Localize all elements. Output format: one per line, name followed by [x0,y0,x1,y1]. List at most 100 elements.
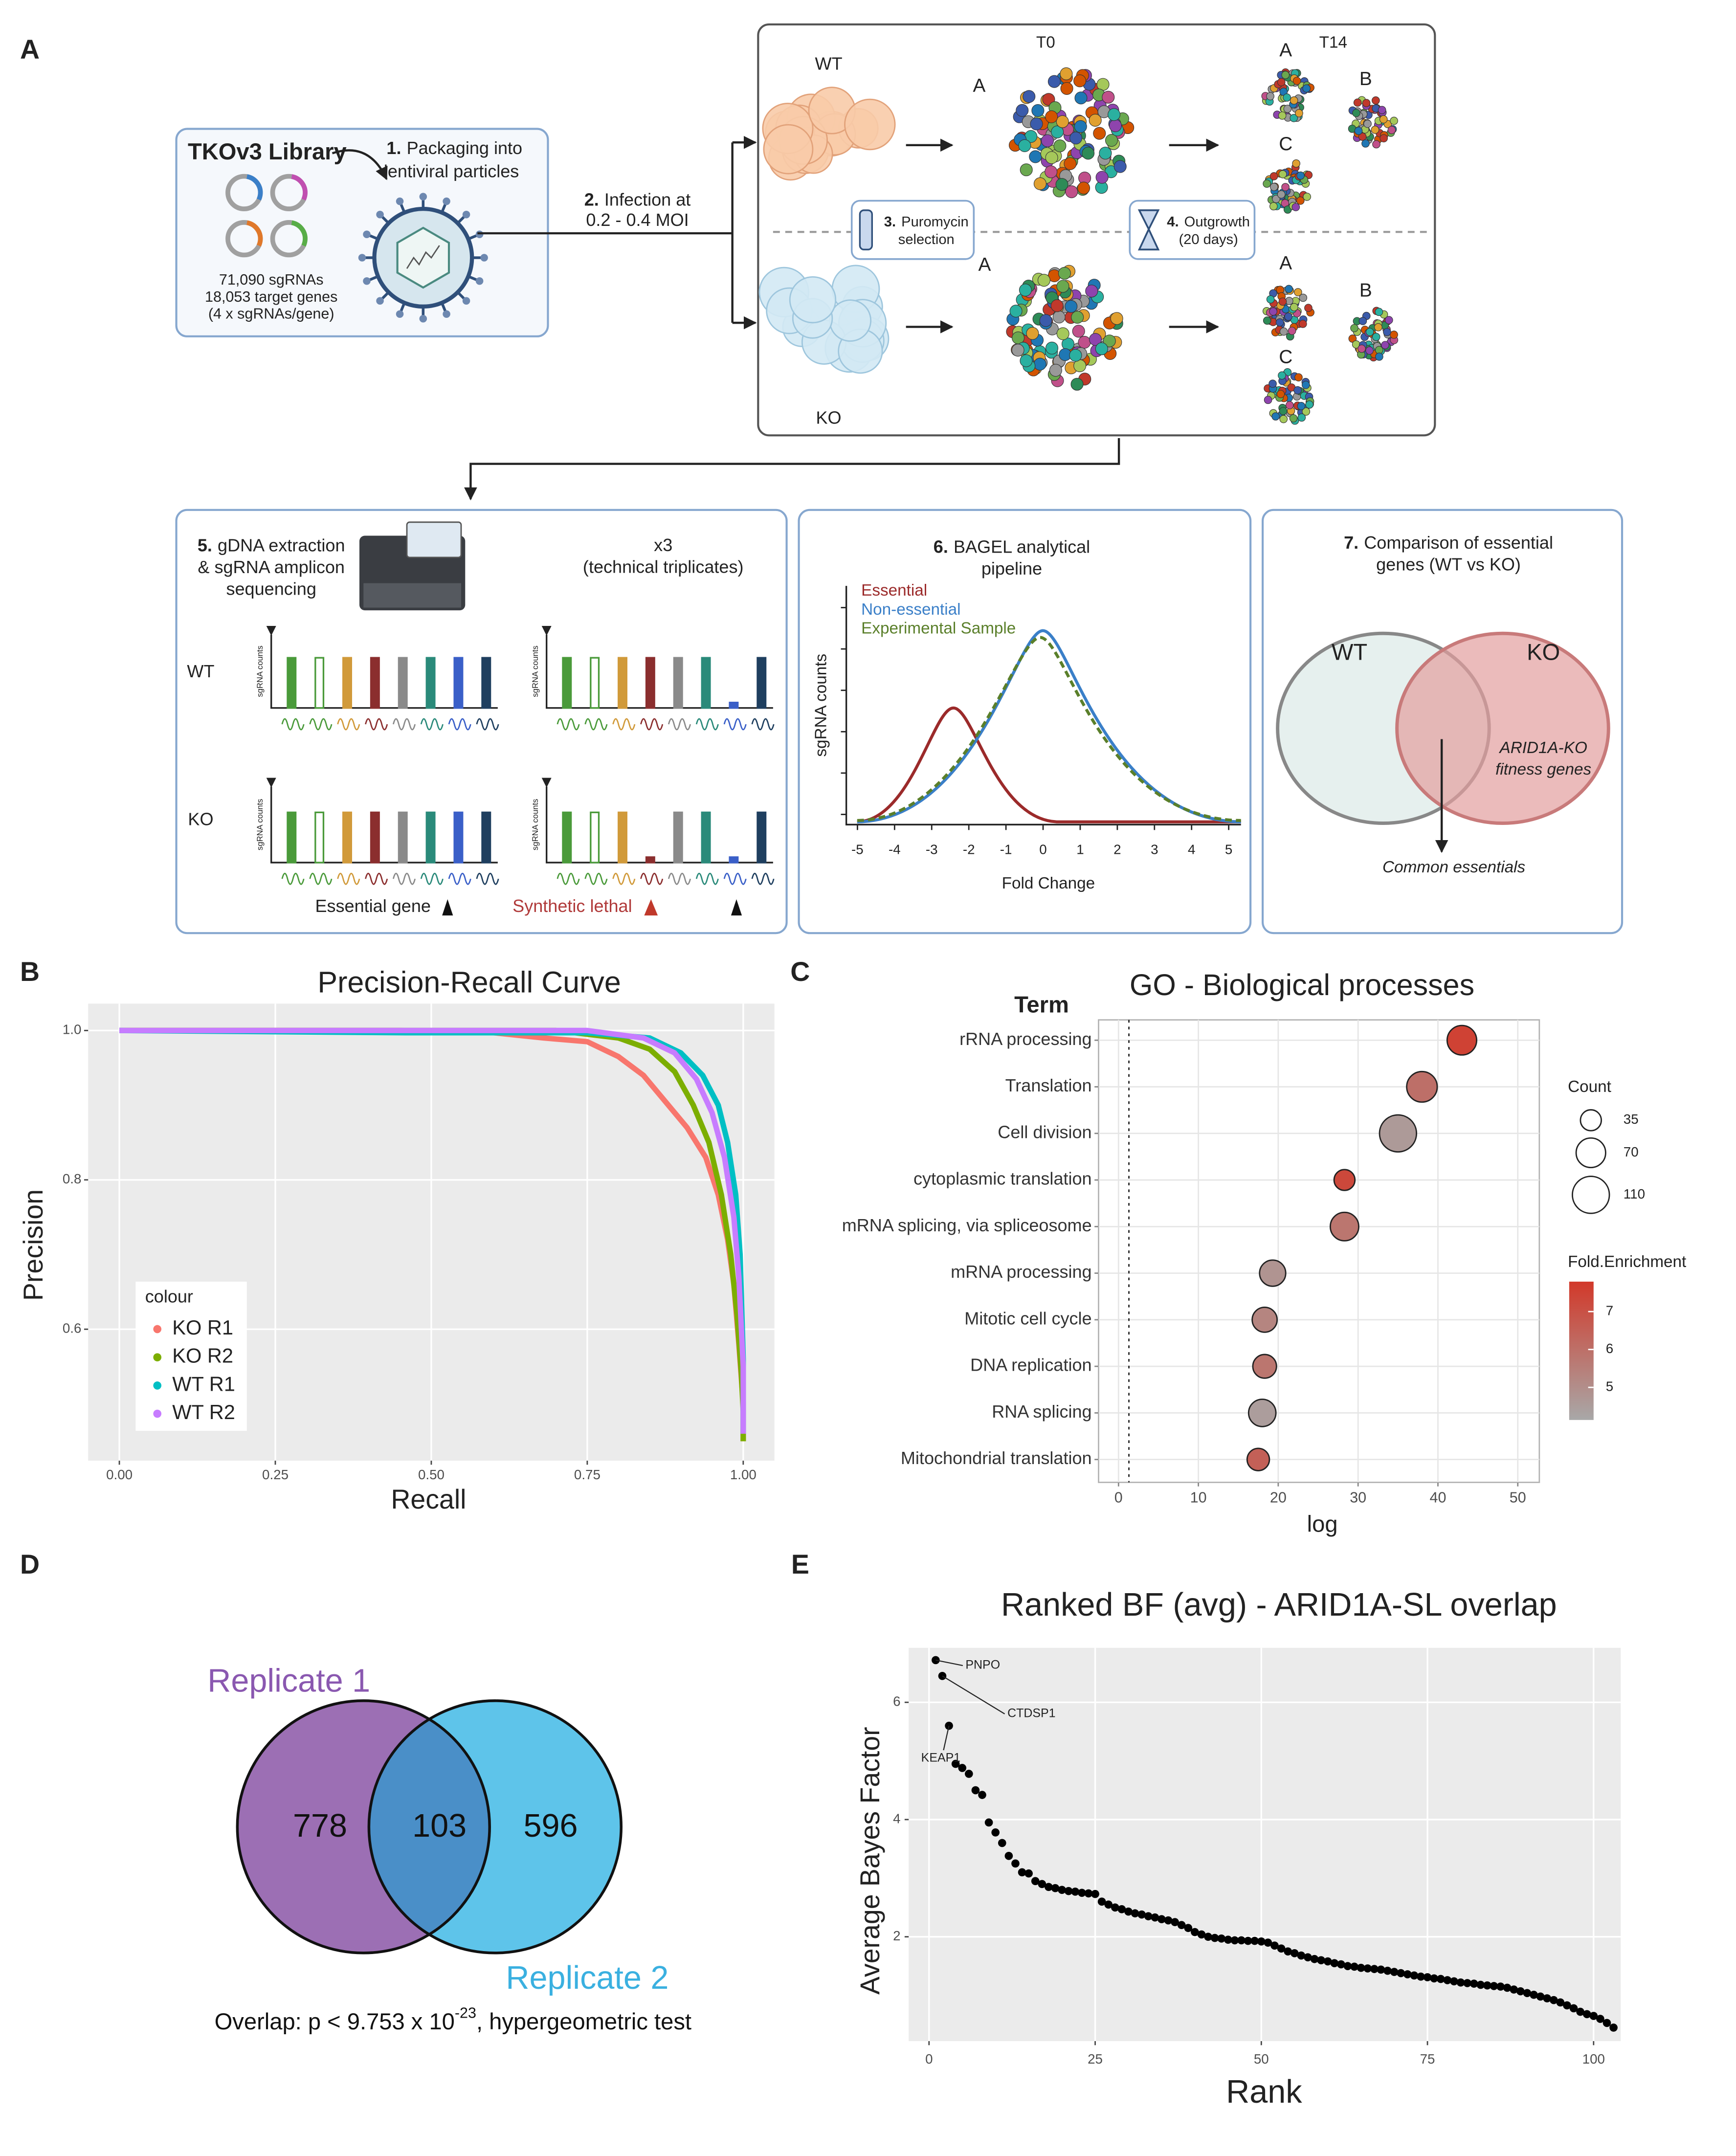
sgrna-dot [1302,407,1311,416]
count-bar [425,811,436,864]
sgrna-dot [1281,183,1290,191]
virus-spike-tip [363,230,371,238]
sgrna-dot [1289,414,1298,422]
go-dot [1259,1259,1287,1287]
plasmid-insert [270,174,308,211]
y-tick-label: 1.0 [63,1022,82,1037]
step-text: 6. BAGEL analytical [934,536,1090,556]
panel-label: A [20,34,40,65]
virus-spike-tip [443,197,450,205]
sgrna-squiggle [556,872,580,885]
term-label: Cell division [998,1122,1091,1142]
sgrna-dot [1056,280,1069,293]
sgrna-dot [1103,334,1116,348]
go-dot [1406,1070,1438,1103]
plasmid-insert [225,220,263,258]
sgrna-squiggle [420,718,444,731]
step-line: Puromycin [901,214,969,230]
step-number: 4. [1167,214,1179,230]
step-text: 2. Infection at [584,189,691,209]
step-number: 7. [1344,533,1358,553]
condition-label: WT [815,54,843,74]
bagel-tick-label: 1 [1076,842,1084,857]
step-line: genes (WT vs KO) [1376,554,1521,574]
sgrna-dot [1292,77,1301,85]
count-bar [729,702,739,709]
count-bar [618,811,627,864]
x-tick-label: 75 [1420,2051,1435,2067]
point [1024,1869,1033,1878]
point [1582,2010,1591,2019]
set-label: KO [1527,639,1560,665]
mini-axis [541,626,773,709]
term-label: mRNA splicing, via spliceosome [842,1215,1092,1235]
set-count: 778 [293,1808,347,1844]
point [1469,1979,1478,1988]
point [1490,1982,1498,1990]
sgrna-dot [1020,354,1033,367]
point [1297,1951,1306,1960]
step-text: 0.2 - 0.4 MOI [586,210,689,230]
step-text: 5. gDNA extraction [198,535,345,555]
sgrna-dot [1275,318,1284,327]
sgrna-dot [1363,119,1372,128]
step-text: lentiviral particles [384,161,519,181]
sgrna-squiggle [612,872,636,885]
x-tick-label: 30 [1350,1489,1366,1506]
sgrna-dot [1285,401,1294,409]
size-legend-label: 110 [1624,1186,1645,1201]
size-legend-label: 35 [1624,1111,1639,1127]
sgrna-dot [1082,147,1095,160]
curved-arrow [332,149,388,180]
count-bar [562,657,572,709]
step-text: genes (WT vs KO) [1376,554,1521,574]
x-tick-label: 1.00 [730,1467,757,1482]
sgrna-dot [1384,316,1393,324]
mini-y-label: sgRNA counts [531,799,540,850]
replicate-note: (technical triplicates) [583,557,744,577]
count-bar [481,811,491,864]
sgrna-squiggle [695,872,719,885]
sgrna-dot [1069,132,1083,145]
sgrna-dot [1281,71,1290,79]
set-outline [367,1699,623,1955]
term-label: Translation [1005,1075,1092,1095]
bagel-legend: Experimental Sample [861,620,1016,638]
legend-swatch [153,1381,162,1390]
sgrna-dot [1354,127,1363,135]
count-bar [287,811,297,864]
virus-spike-tip [396,310,404,318]
sgrna-dot [1277,78,1286,87]
step-text: 4. Outgrowth [1167,214,1250,230]
go-dot [1251,1306,1278,1333]
sgrna-dot [1072,325,1085,338]
count-bar [562,811,572,864]
count-bar [645,856,655,864]
sgrna-dot [1276,286,1285,294]
sgrna-dot [1065,300,1078,313]
point [1270,1941,1279,1950]
sgrna-dot [1110,312,1123,325]
point [1556,1998,1565,2007]
x-tick-label: 10 [1190,1489,1207,1506]
sgrna-dot [1011,344,1024,357]
point [1144,1912,1153,1921]
point [1277,1944,1286,1953]
colorbar-label: 7 [1606,1303,1613,1318]
library-info: 71,090 sgRNAs [219,271,324,288]
step-panel [798,509,1252,934]
sgrna-squiggle [476,718,499,731]
point [1177,1921,1186,1930]
go-dot [1379,1114,1418,1153]
step-line: Packaging into [407,138,522,158]
set-name: Replicate 1 [207,1663,370,1699]
library-info: (4 x sgRNAs/gene) [208,306,334,322]
count-bar [673,657,683,709]
sgrna-dot [1284,312,1292,321]
point [1304,1953,1312,1961]
x-tick-label: 50 [1254,2051,1269,2067]
mini-axis [266,626,498,709]
sgrna-dot [1009,305,1023,318]
timepoint-label: T0 [1036,34,1055,52]
replicate-note: x3 [654,535,672,555]
